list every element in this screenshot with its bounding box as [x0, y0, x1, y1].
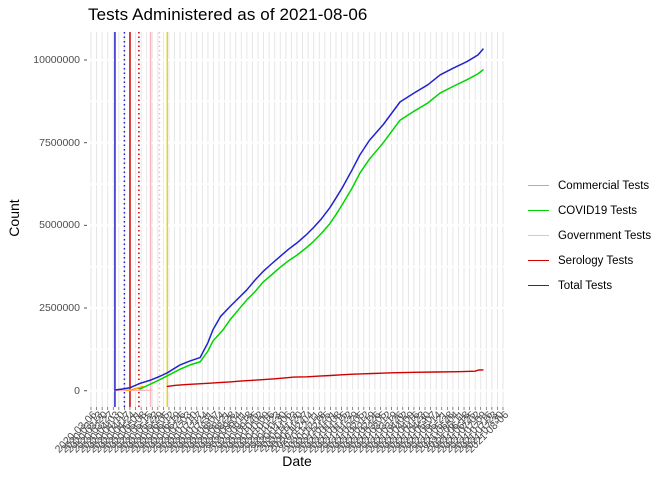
series-line-covid19-tests: [139, 69, 484, 390]
series-line-serology-tests: [166, 369, 484, 388]
y-tick-label: 10000000: [33, 54, 80, 66]
legend-line-swatch: [528, 235, 549, 236]
y-tick-label: 7500000: [39, 136, 80, 149]
series-line-total-tests: [114, 48, 484, 391]
legend-line-swatch: [528, 260, 549, 261]
legend-label: Serology Tests: [558, 254, 634, 267]
legend-item-commercial-tests: Commercial Tests: [528, 173, 670, 198]
legend-item-total-tests: Total Tests: [528, 273, 670, 298]
y-tick-label: 5000000: [39, 219, 80, 232]
legend-line-swatch: [528, 210, 549, 211]
y-tick-label: 0: [74, 384, 80, 397]
legend-item-government-tests: Government Tests: [528, 223, 670, 248]
legend: Commercial Tests COVID19 Tests Government …: [528, 173, 670, 298]
legend-line-swatch: [528, 185, 549, 186]
legend-label: Commercial Tests: [558, 179, 650, 192]
series-line-commercial-tests: [125, 385, 144, 392]
y-tick-label: 2500000: [39, 302, 80, 315]
x-axis-title: Date: [282, 453, 312, 469]
legend-label: Total Tests: [558, 279, 613, 292]
legend-item-covid19-tests: COVID19 Tests: [528, 198, 670, 223]
legend-line-swatch: [528, 285, 549, 286]
chart-title: Tests Administered as of 2021-08-06: [88, 5, 368, 24]
legend-item-serology-tests: Serology Tests: [528, 248, 670, 273]
legend-label: COVID19 Tests: [558, 204, 638, 217]
legend-label: Government Tests: [558, 229, 652, 242]
